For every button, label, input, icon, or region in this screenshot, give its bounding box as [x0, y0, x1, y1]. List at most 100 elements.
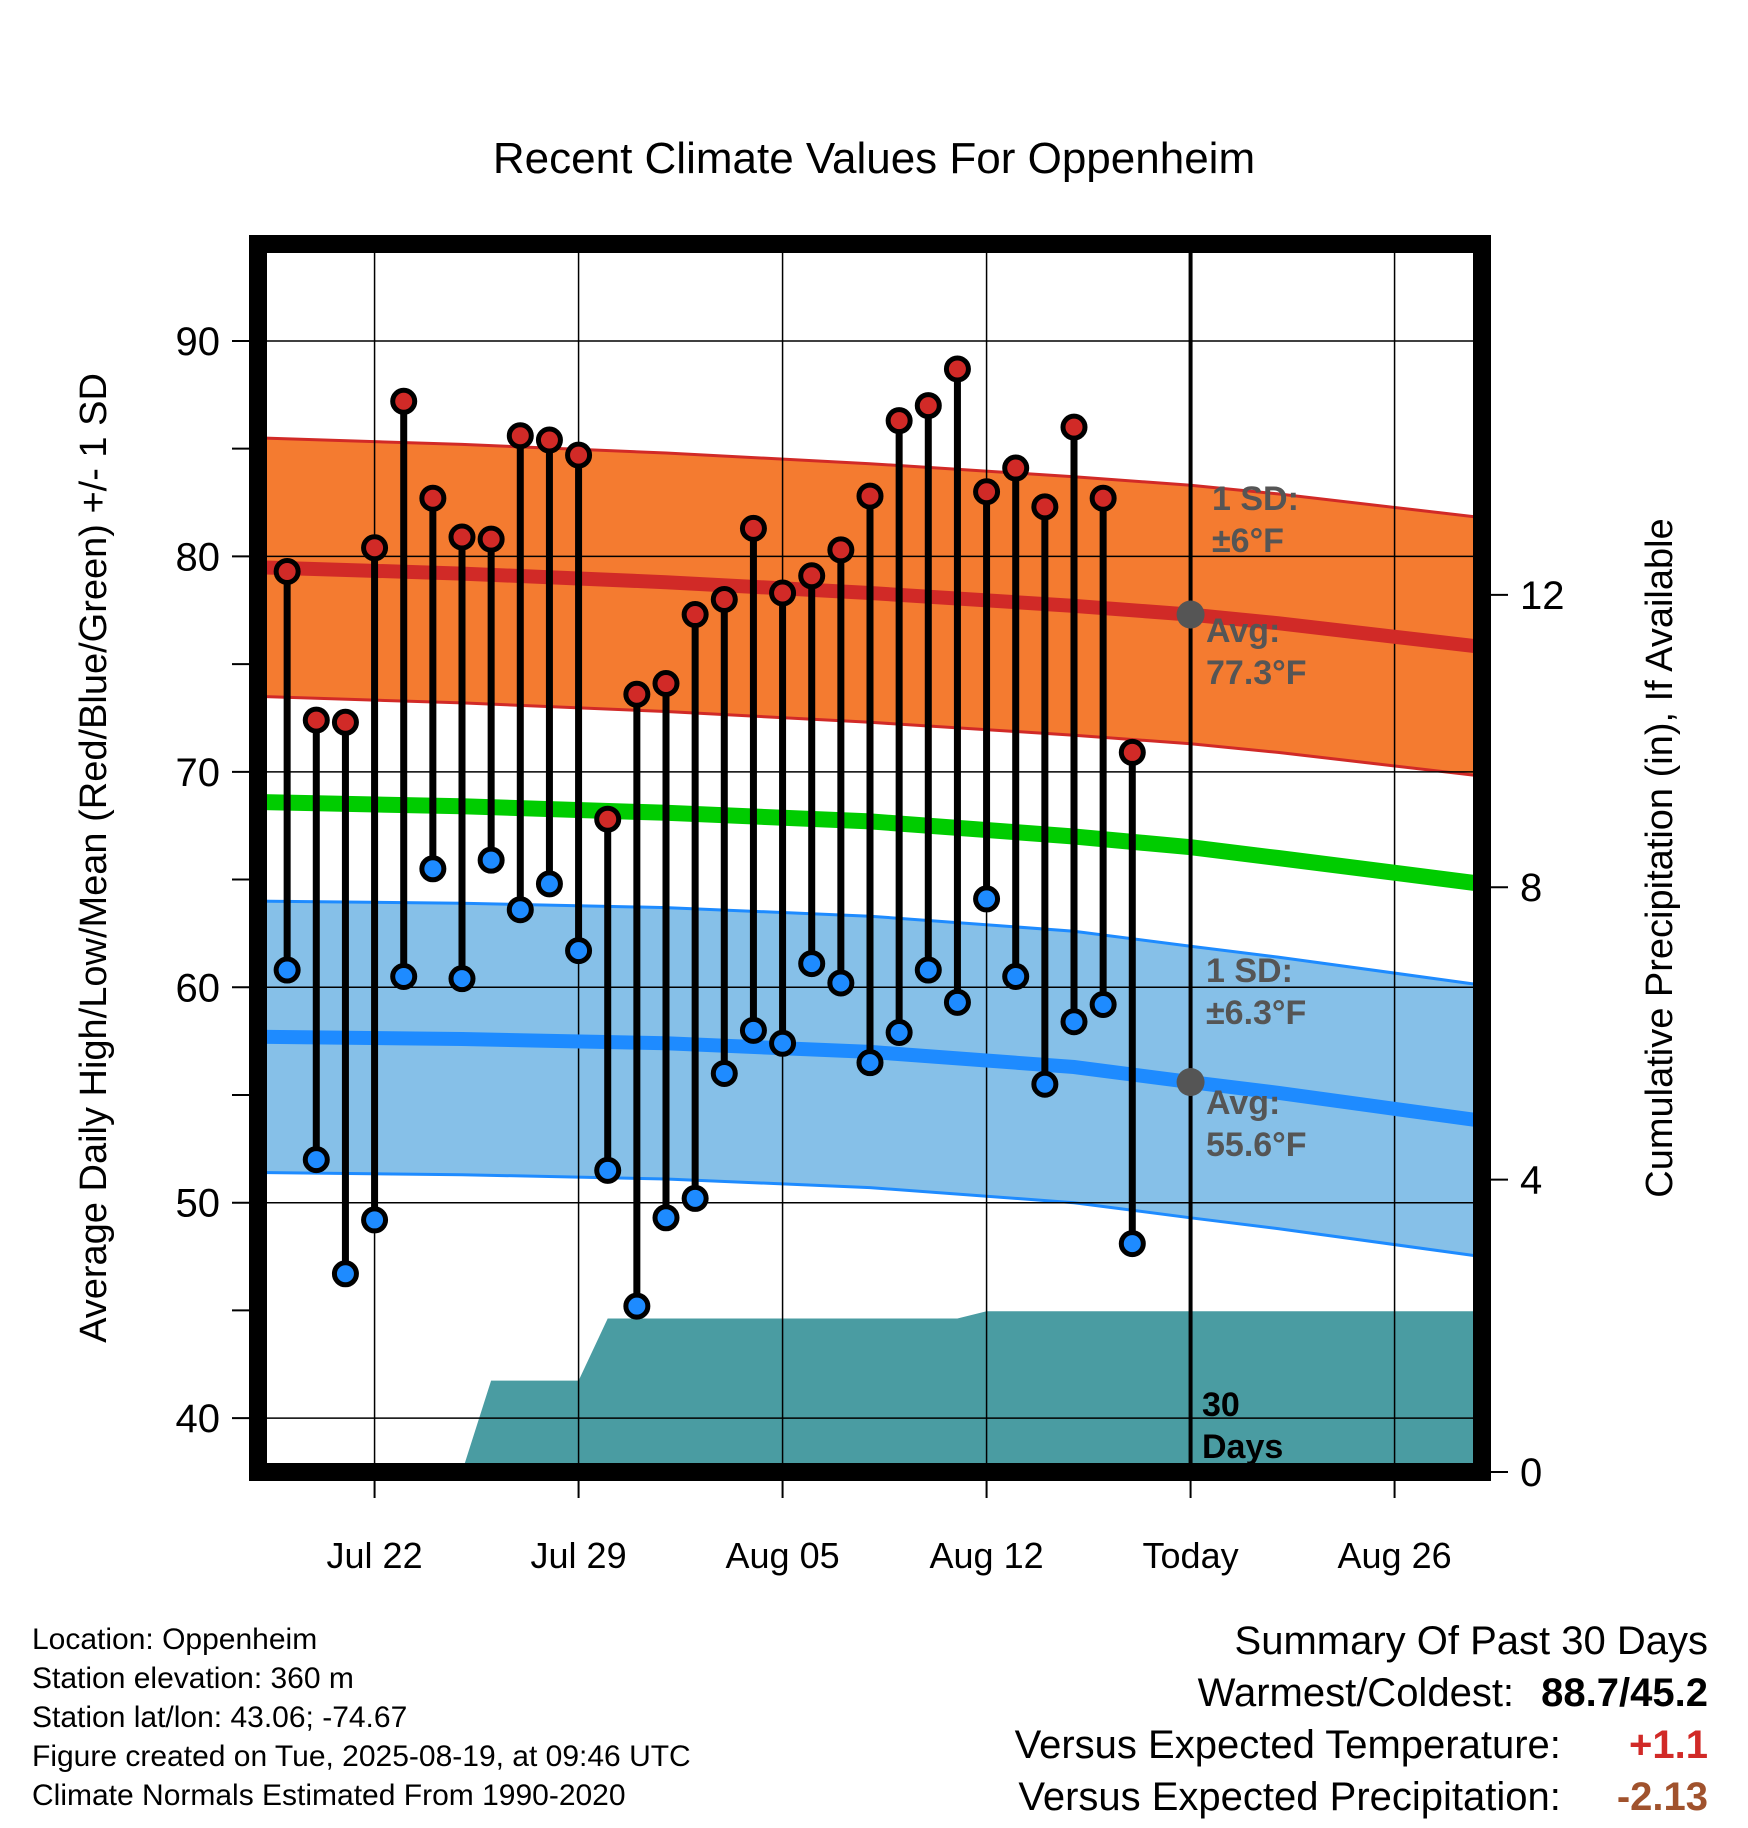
high-avg-label: Avg: [1206, 612, 1280, 650]
daily-high-dot [798, 562, 826, 590]
daily-high-dot [1118, 738, 1146, 766]
high-avg-value: 77.3°F [1206, 654, 1307, 692]
daily-high-dot [827, 536, 855, 564]
today-high-marker [1176, 600, 1205, 629]
daily-low-dot [419, 855, 447, 883]
normal-mean-line [258, 794, 1482, 892]
x-tick-label: Aug 26 [1338, 1535, 1452, 1576]
daily-low-dot [361, 1206, 389, 1234]
low-avg-value: 55.6°F [1206, 1126, 1307, 1164]
normals-text: Climate Normals Estimated From 1990-2020 [32, 1779, 626, 1812]
daily-low-dot [390, 962, 418, 990]
y-tick-label: 90 [176, 320, 221, 364]
temp-anomaly-label: Versus Expected Temperature: [1014, 1723, 1561, 1767]
daily-high-dot [1060, 413, 1088, 441]
daily-low-dot [477, 846, 505, 874]
low-sd-band [258, 901, 1482, 1257]
daily-low-dot [885, 1019, 913, 1047]
daily-high-dot [506, 422, 534, 450]
precip-anomaly-row: Versus Expected Precipitation: -2.13 [1015, 1771, 1708, 1823]
daily-low-dot [739, 1016, 767, 1044]
y-axis-label: Average Daily High/Low/Mean (Red/Blue/Gr… [73, 373, 115, 1343]
x-tick-label: Jul 22 [327, 1535, 423, 1576]
normal-low-line [258, 1029, 1482, 1128]
high-sd-band-upper-edge [258, 436, 1482, 520]
daily-low-dot [273, 956, 301, 984]
elevation-text: Station elevation: 360 m [32, 1662, 354, 1695]
daily-high-dot [681, 601, 709, 629]
precip-days-unit: Days [1202, 1428, 1283, 1466]
daily-low-dot [448, 965, 476, 993]
daily-high-dot [565, 441, 593, 469]
daily-high-dot [390, 387, 418, 415]
daily-high-dot [273, 557, 301, 585]
y-tick-label: 60 [176, 966, 221, 1010]
y-tick-label: 40 [176, 1397, 221, 1441]
daily-low-dot [856, 1049, 884, 1077]
daily-high-dot [419, 484, 447, 512]
daily-low-dot [506, 896, 534, 924]
low-sd-band-lower-edge [258, 1171, 1482, 1259]
daily-high-dot [885, 407, 913, 435]
low-sd-label: 1 SD: [1206, 952, 1293, 990]
y2-tick-label: 12 [1520, 574, 1565, 618]
today-low-marker [1176, 1068, 1205, 1097]
daily-low-dot [681, 1184, 709, 1212]
plot-area [258, 244, 1482, 1472]
warmest-coldest-label: Warmest/Coldest: [1197, 1671, 1515, 1715]
daily-low-dot [943, 988, 971, 1016]
daily-high-dot [652, 669, 680, 697]
y-tick-label: 70 [176, 751, 221, 795]
daily-low-dot [1060, 1008, 1088, 1036]
location-text: Location: Oppenheim [32, 1623, 318, 1656]
daily-high-dot [973, 478, 1001, 506]
daily-high-dot [710, 585, 738, 613]
y2-tick-label: 8 [1520, 866, 1542, 910]
daily-low-dot [914, 956, 942, 984]
warmest-coldest-value: 88.7/45.2 [1541, 1671, 1708, 1715]
y-tick-label: 80 [176, 535, 221, 579]
daily-low-dot [302, 1146, 330, 1174]
daily-high-dot [1089, 484, 1117, 512]
x-tick-label: Aug 05 [726, 1535, 840, 1576]
daily-low-dot [798, 950, 826, 978]
daily-high-dot [361, 534, 389, 562]
daily-low-dot [1118, 1230, 1146, 1258]
summary-heading: Summary Of Past 30 Days [1234, 1619, 1708, 1663]
precip-anomaly-label: Versus Expected Precipitation: [1018, 1775, 1561, 1819]
precip-area [462, 1311, 1482, 1472]
precip-anomaly-value: -2.13 [1616, 1775, 1708, 1819]
x-tick-label: Jul 29 [531, 1535, 627, 1576]
y2-axis-label: Cumulative Precipitation (in), If Availa… [1639, 518, 1681, 1197]
daily-low-dot [652, 1204, 680, 1232]
created-text: Figure created on Tue, 2025-08-19, at 09… [32, 1740, 691, 1773]
daily-high-dot [769, 579, 797, 607]
daily-low-dot [973, 885, 1001, 913]
y2-tick-label: 4 [1520, 1159, 1542, 1203]
daily-low-dot [1089, 990, 1117, 1018]
daily-low-dot [623, 1292, 651, 1320]
temp-anomaly-value: +1.1 [1629, 1723, 1708, 1767]
daily-low-dot [710, 1059, 738, 1087]
daily-low-dot [1002, 962, 1030, 990]
daily-low-dot [594, 1156, 622, 1184]
high-sd-band-lower-edge [258, 694, 1482, 778]
precip-days-label: 30 [1202, 1386, 1240, 1424]
high-sd-label: 1 SD: [1212, 480, 1299, 518]
latlon-text: Station lat/lon: 43.06; -74.67 [32, 1701, 408, 1734]
y-tick-label: 50 [176, 1182, 221, 1226]
daily-high-dot [1002, 454, 1030, 482]
daily-low-dot [565, 937, 593, 965]
temp-anomaly-row: Versus Expected Temperature: +1.1 [1015, 1719, 1708, 1771]
plot-frame [249, 235, 1491, 1481]
daily-high-dot [856, 482, 884, 510]
daily-low-dot [827, 969, 855, 997]
warmest-coldest-row: Warmest/Coldest: 88.7/45.2 [1015, 1667, 1708, 1719]
climate-chart: 1 SD: ±6°F Avg: 77.3°F 1 SD: ±6.3°F Avg: 55.6°F… [73, 134, 1681, 1576]
x-tick-label: Aug 12 [930, 1535, 1044, 1576]
high-sd-value: ±6°F [1212, 522, 1284, 560]
daily-high-dot [302, 706, 330, 734]
daily-high-dot [914, 392, 942, 420]
low-sd-value: ±6.3°F [1206, 994, 1306, 1032]
daily-high-dot [1031, 493, 1059, 521]
